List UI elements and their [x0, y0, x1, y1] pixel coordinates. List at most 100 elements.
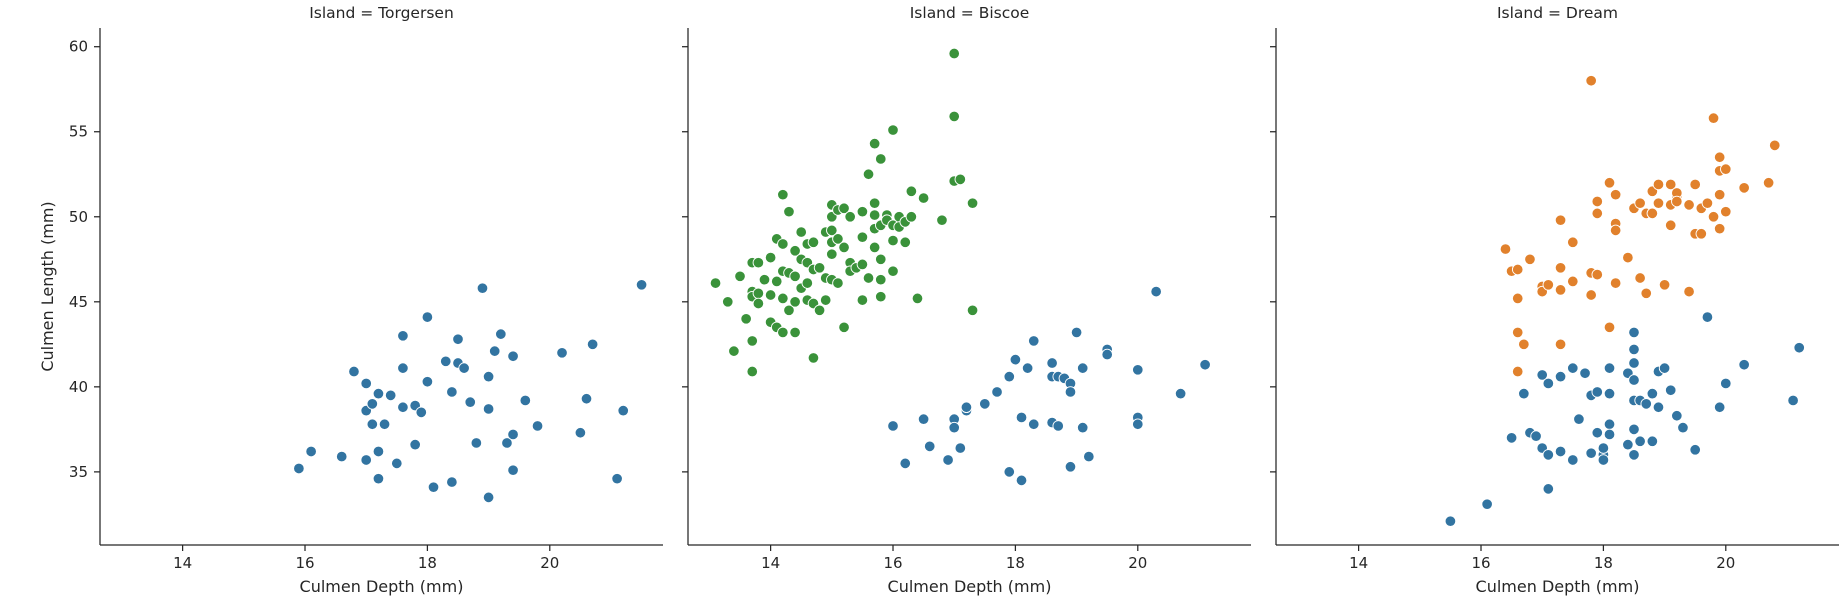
data-point	[427, 481, 440, 493]
data-point	[1064, 386, 1077, 398]
data-point	[948, 47, 960, 60]
data-point	[1591, 386, 1604, 398]
data-point	[482, 370, 495, 383]
data-point	[397, 330, 409, 342]
data-point	[862, 168, 875, 181]
data-point	[1567, 236, 1579, 249]
data-point	[1603, 362, 1616, 374]
data-point	[819, 294, 832, 306]
data-point	[826, 224, 838, 237]
data-point	[580, 392, 593, 405]
data-point	[936, 214, 948, 226]
data-point	[1658, 279, 1671, 291]
data-point	[1585, 74, 1597, 87]
data-point	[1499, 243, 1512, 255]
data-point	[954, 442, 967, 454]
data-point	[899, 457, 911, 470]
data-point	[1609, 277, 1622, 289]
facet-panel-1: Island = Torgersen 35 40 45 50 55 60 14 16 18 20 Cu…	[38, 4, 663, 596]
data-point	[911, 292, 924, 305]
x-tick-label: 20	[1128, 554, 1147, 572]
data-point	[1713, 151, 1726, 163]
data-point	[360, 454, 372, 466]
data-point	[1603, 387, 1616, 400]
data-point	[1505, 432, 1518, 444]
data-point	[746, 335, 759, 347]
data-point	[1015, 411, 1028, 424]
data-point	[1689, 178, 1701, 191]
y-tick-label: 60	[69, 38, 88, 56]
data-point	[1628, 357, 1640, 369]
data-point	[293, 462, 305, 475]
data-point	[1591, 207, 1604, 220]
data-point	[1585, 447, 1597, 459]
data-point	[807, 236, 820, 249]
data-point	[507, 428, 519, 441]
data-point	[813, 304, 826, 317]
data-point	[1511, 326, 1524, 339]
data-point	[917, 413, 930, 425]
data-point	[1689, 444, 1701, 456]
x-tick-label: 18	[1594, 554, 1613, 572]
data-point	[1199, 358, 1211, 371]
data-point	[391, 457, 403, 470]
facet-title: Island = Torgersen	[309, 4, 454, 22]
data-point	[1511, 263, 1524, 276]
data-point	[1720, 163, 1732, 175]
data-point	[795, 226, 807, 238]
data-point	[832, 277, 844, 289]
data-point	[813, 262, 826, 274]
data-point	[1628, 374, 1640, 386]
data-point	[501, 437, 513, 449]
data-point	[1101, 348, 1113, 361]
data-point	[1793, 341, 1805, 354]
data-point	[1536, 369, 1548, 381]
data-point	[1701, 311, 1714, 323]
data-point	[1634, 197, 1646, 209]
data-point	[1640, 398, 1652, 410]
data-point	[875, 253, 887, 266]
data-point	[875, 290, 887, 303]
data-point	[1683, 199, 1695, 211]
data-point	[1597, 454, 1610, 466]
data-point	[979, 398, 991, 410]
data-point	[789, 296, 801, 308]
x-tick-label: 20	[540, 554, 559, 572]
data-point	[1634, 272, 1646, 284]
data-point	[482, 403, 495, 415]
data-point	[1542, 377, 1555, 390]
data-point	[1646, 387, 1659, 400]
data-point	[384, 389, 397, 402]
data-point	[1628, 326, 1640, 339]
data-point	[1009, 353, 1022, 366]
data-point	[1132, 364, 1144, 376]
data-point	[409, 438, 421, 451]
data-point	[1720, 205, 1732, 218]
data-point	[1707, 112, 1720, 124]
data-point	[783, 205, 795, 218]
x-tick-label: 18	[1006, 554, 1025, 572]
data-point	[1787, 394, 1799, 407]
data-point	[709, 277, 722, 289]
data-point	[1567, 454, 1579, 466]
data-point	[372, 472, 385, 485]
data-point	[758, 273, 771, 286]
data-point	[1076, 421, 1089, 434]
x-tick-label: 16	[883, 554, 902, 572]
data-point	[335, 450, 348, 463]
data-point	[789, 270, 801, 283]
data-point	[1664, 384, 1677, 396]
data-point	[1695, 228, 1708, 240]
data-point	[1579, 367, 1591, 379]
data-point	[764, 251, 777, 264]
data-point	[838, 202, 850, 215]
data-point	[991, 386, 1003, 398]
data-point	[1713, 401, 1726, 413]
facet-title: Island = Biscoe	[910, 4, 1030, 22]
data-point	[1021, 362, 1034, 374]
facet-panel-2: Island = Biscoe 14 16 18 20 Culmen Depth (mm)	[682, 4, 1251, 596]
data-point	[366, 398, 379, 410]
data-point	[746, 365, 759, 378]
data-point	[1174, 387, 1187, 400]
data-point	[421, 311, 434, 323]
